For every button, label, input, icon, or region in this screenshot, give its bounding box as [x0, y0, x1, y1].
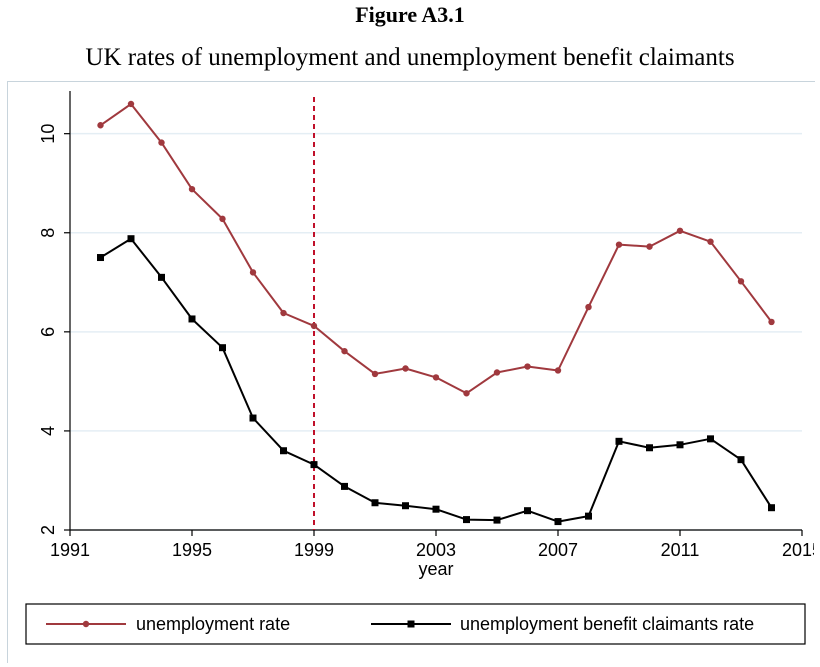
unemployment-rate-point — [493, 369, 501, 376]
x-tick-label: 2007 — [538, 540, 578, 560]
unemployment-rate-point — [585, 303, 592, 311]
y-tick-label: 8 — [38, 228, 58, 238]
y-tick-label: 6 — [38, 327, 58, 337]
y-tick-label: 10 — [38, 124, 58, 144]
legend-marker-claimants-rate — [407, 620, 415, 628]
claimants-rate-point — [371, 499, 379, 507]
claimants-rate-point — [188, 315, 196, 323]
line-chart: 2 4 6 8 10 1991 1995 1999 2003 2007 2011 2015 year un… — [25, 91, 814, 645]
x-tick-label: 1995 — [172, 540, 212, 560]
x-tick-label: 1991 — [50, 540, 90, 560]
claimants-rate-point — [219, 344, 226, 352]
unemployment-rate-line — [99, 103, 773, 395]
claimants-rate-point — [432, 505, 440, 513]
unemployment-rate-point — [188, 185, 196, 193]
claimants-rate-point — [493, 516, 501, 524]
claimants-rate-point — [524, 507, 531, 515]
claimants-rate-point — [158, 273, 165, 281]
unemployment-rate-point — [310, 322, 318, 330]
figure-subtitle: UK rates of unemployment and unemploymen… — [85, 44, 735, 71]
chart-frame: 2 4 6 8 10 1991 1995 1999 2003 2007 2011 2015 year un… — [7, 81, 815, 663]
unemployment-rate-point — [158, 139, 165, 146]
unemployment-rate-point — [402, 365, 409, 372]
claimants-rate-point — [280, 447, 287, 455]
claimants-rate-point — [402, 502, 409, 510]
unemployment-rate-point — [554, 367, 562, 374]
claimants-rate-point — [97, 254, 104, 262]
unemployment-rate-point — [280, 309, 287, 317]
unemployment-rate-point — [219, 215, 226, 223]
unemployment-rate-point — [646, 243, 653, 250]
unemployment-rate-point — [249, 269, 257, 276]
y-tick-label: 2 — [38, 525, 58, 535]
x-axis-title: year — [418, 559, 453, 579]
claimants-rate-point — [463, 516, 470, 524]
claimants-rate-point — [707, 435, 714, 443]
legend-marker-unemployment-rate — [82, 620, 90, 628]
unemployment-rate-point — [737, 278, 745, 285]
unemployment-rate-point — [615, 241, 623, 248]
claimants-rate-point — [646, 444, 653, 452]
claimants-rate-point — [341, 482, 348, 490]
claimants-rate-point — [737, 456, 745, 464]
unemployment-rate-point — [768, 318, 775, 326]
claimants-rate-point — [127, 235, 135, 243]
figure-title: Figure A3.1 — [355, 2, 465, 27]
unemployment-rate-point — [707, 238, 714, 245]
legend-label-claimants-rate: unemployment benefit claimants rate — [460, 614, 754, 634]
claimants-rate-point — [554, 518, 562, 526]
unemployment-rate-point — [524, 363, 531, 370]
y-tick-label: 4 — [38, 426, 58, 436]
legend-label-unemployment-rate: unemployment rate — [136, 614, 290, 634]
unemployment-rate-point — [97, 122, 104, 129]
claimants-rate-point — [585, 512, 592, 520]
unemployment-rate-point — [371, 370, 379, 378]
claimants-rate-point — [615, 437, 623, 445]
x-tick-label: 2015 — [782, 540, 814, 560]
claimants-rate-point — [249, 414, 257, 422]
claimants-rate-point — [768, 504, 775, 512]
unemployment-rate-point — [341, 347, 348, 355]
unemployment-rate-point — [432, 374, 440, 381]
unemployment-rate-point — [463, 390, 470, 397]
unemployment-rate-point — [676, 227, 684, 234]
x-tick-label: 2003 — [416, 540, 456, 560]
x-tick-label: 1999 — [294, 540, 334, 560]
unemployment-rate-point — [127, 100, 135, 108]
claimants-rate-point — [676, 441, 684, 449]
x-tick-label: 2011 — [661, 540, 700, 560]
claimants-rate-point — [310, 461, 318, 469]
